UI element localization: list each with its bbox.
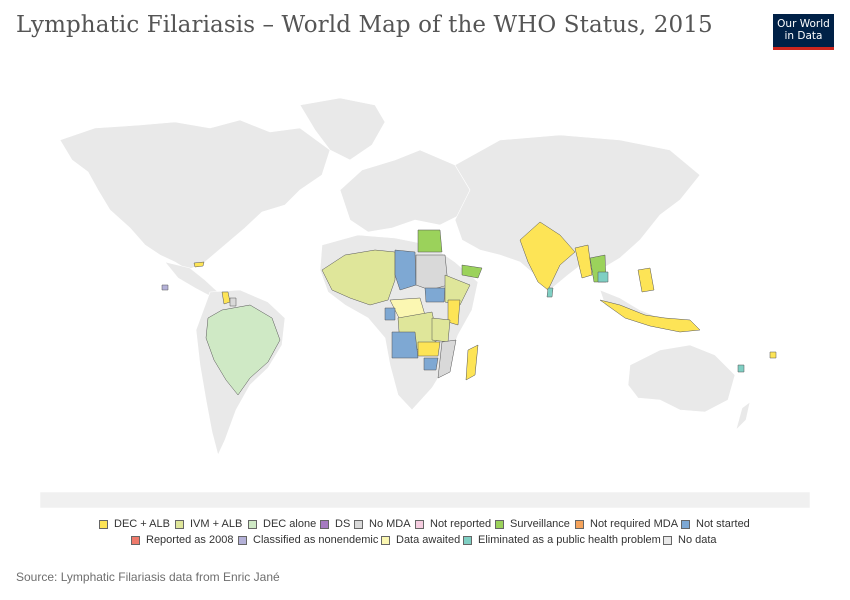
- country-philippines: [637, 267, 655, 293]
- swatch-icon: [320, 519, 329, 529]
- legend-label: Not started: [696, 518, 750, 530]
- swatch-icon: [99, 519, 108, 529]
- legend-item[interactable]: Reported as 2008: [131, 534, 233, 546]
- country-angola: [391, 331, 419, 359]
- status-overlays: [161, 221, 777, 396]
- region-greenland: [299, 97, 386, 161]
- legend-label: Eliminated as a public health problem: [478, 534, 661, 546]
- swatch-icon: [415, 519, 424, 529]
- legend-label: Data awaited: [396, 534, 461, 546]
- legend-item[interactable]: Classified as nonendemic: [238, 534, 378, 546]
- country-suriname: [229, 297, 237, 307]
- base-land: [39, 97, 811, 509]
- country-gabon: [384, 307, 396, 321]
- country-haiti: [193, 261, 205, 268]
- region-antarctica: [39, 491, 811, 509]
- swatch-icon: [575, 519, 584, 529]
- country-ethiopia: [444, 274, 471, 306]
- legend-label: Classified as nonendemic: [253, 534, 379, 546]
- world-map[interactable]: [0, 0, 850, 515]
- region-west-africa: [321, 249, 396, 306]
- country-tanzania: [431, 317, 451, 343]
- country-zambia: [417, 341, 441, 357]
- country-pacific-islands: [769, 351, 777, 359]
- legend-label: No data: [678, 534, 717, 546]
- country-zimbabwe: [423, 357, 439, 371]
- country-sri-lanka: [546, 287, 554, 298]
- swatch-icon: [131, 535, 140, 545]
- swatch-icon: [354, 519, 363, 529]
- country-brazil: [205, 304, 281, 396]
- legend-label: Reported as 2008: [146, 534, 234, 546]
- owid-logo[interactable]: Our World in Data: [773, 14, 834, 50]
- legend-label: DEC + ALB: [114, 518, 170, 530]
- legend-label: DEC alone: [263, 518, 317, 530]
- country-myanmar: [574, 244, 593, 279]
- legend-item[interactable]: No MDA: [354, 518, 411, 530]
- swatch-icon: [248, 519, 257, 529]
- region-australia: [627, 344, 736, 413]
- legend-item[interactable]: No data: [663, 534, 717, 546]
- legend-item[interactable]: IVM + ALB: [175, 518, 242, 530]
- swatch-icon: [238, 535, 247, 545]
- source-note: Source: Lymphatic Filariasis data from E…: [16, 570, 280, 584]
- country-indonesia: [599, 299, 701, 333]
- legend-item[interactable]: Eliminated as a public health problem: [463, 534, 661, 546]
- country-madagascar: [465, 344, 479, 381]
- country-costa-rica: [161, 284, 169, 291]
- country-south-sudan: [424, 287, 446, 303]
- swatch-icon: [495, 519, 504, 529]
- swatch-icon: [663, 535, 672, 545]
- legend-label: Surveillance: [510, 518, 570, 530]
- country-yemen: [461, 264, 483, 279]
- country-india: [519, 221, 576, 291]
- legend-item[interactable]: Data awaited: [381, 534, 460, 546]
- legend-item[interactable]: DEC alone: [248, 518, 316, 530]
- region-north-america: [59, 119, 331, 271]
- swatch-icon: [681, 519, 690, 529]
- legend-label: No MDA: [369, 518, 411, 530]
- legend-item[interactable]: DEC + ALB: [99, 518, 170, 530]
- swatch-icon: [463, 535, 472, 545]
- legend-item[interactable]: Surveillance: [495, 518, 570, 530]
- legend-item[interactable]: Not required MDA: [575, 518, 678, 530]
- country-fiji: [737, 364, 745, 373]
- country-kenya: [447, 299, 461, 326]
- logo-line-2: in Data: [784, 30, 823, 42]
- country-mozambique: [437, 339, 457, 379]
- legend-item[interactable]: DS: [320, 518, 350, 530]
- legend-label: DS: [335, 518, 351, 530]
- legend-item[interactable]: Not started: [681, 518, 750, 530]
- region-europe: [339, 149, 471, 233]
- world-map-svg[interactable]: [0, 0, 850, 510]
- country-sudan: [415, 254, 449, 291]
- country-chad: [394, 249, 417, 291]
- swatch-icon: [381, 535, 390, 545]
- swatch-icon: [175, 519, 184, 529]
- legend-label: Not reported: [430, 518, 492, 530]
- legend-label: IVM + ALB: [190, 518, 243, 530]
- page-title: Lymphatic Filariasis – World Map of the …: [16, 12, 713, 38]
- region-asia: [454, 134, 701, 291]
- region-new-zealand: [735, 401, 751, 432]
- logo-line-1: Our World: [777, 18, 830, 30]
- country-egypt: [417, 229, 443, 253]
- legend-label: Not required MDA: [590, 518, 679, 530]
- legend-item[interactable]: Not reported: [415, 518, 491, 530]
- country-cambodia: [597, 271, 609, 283]
